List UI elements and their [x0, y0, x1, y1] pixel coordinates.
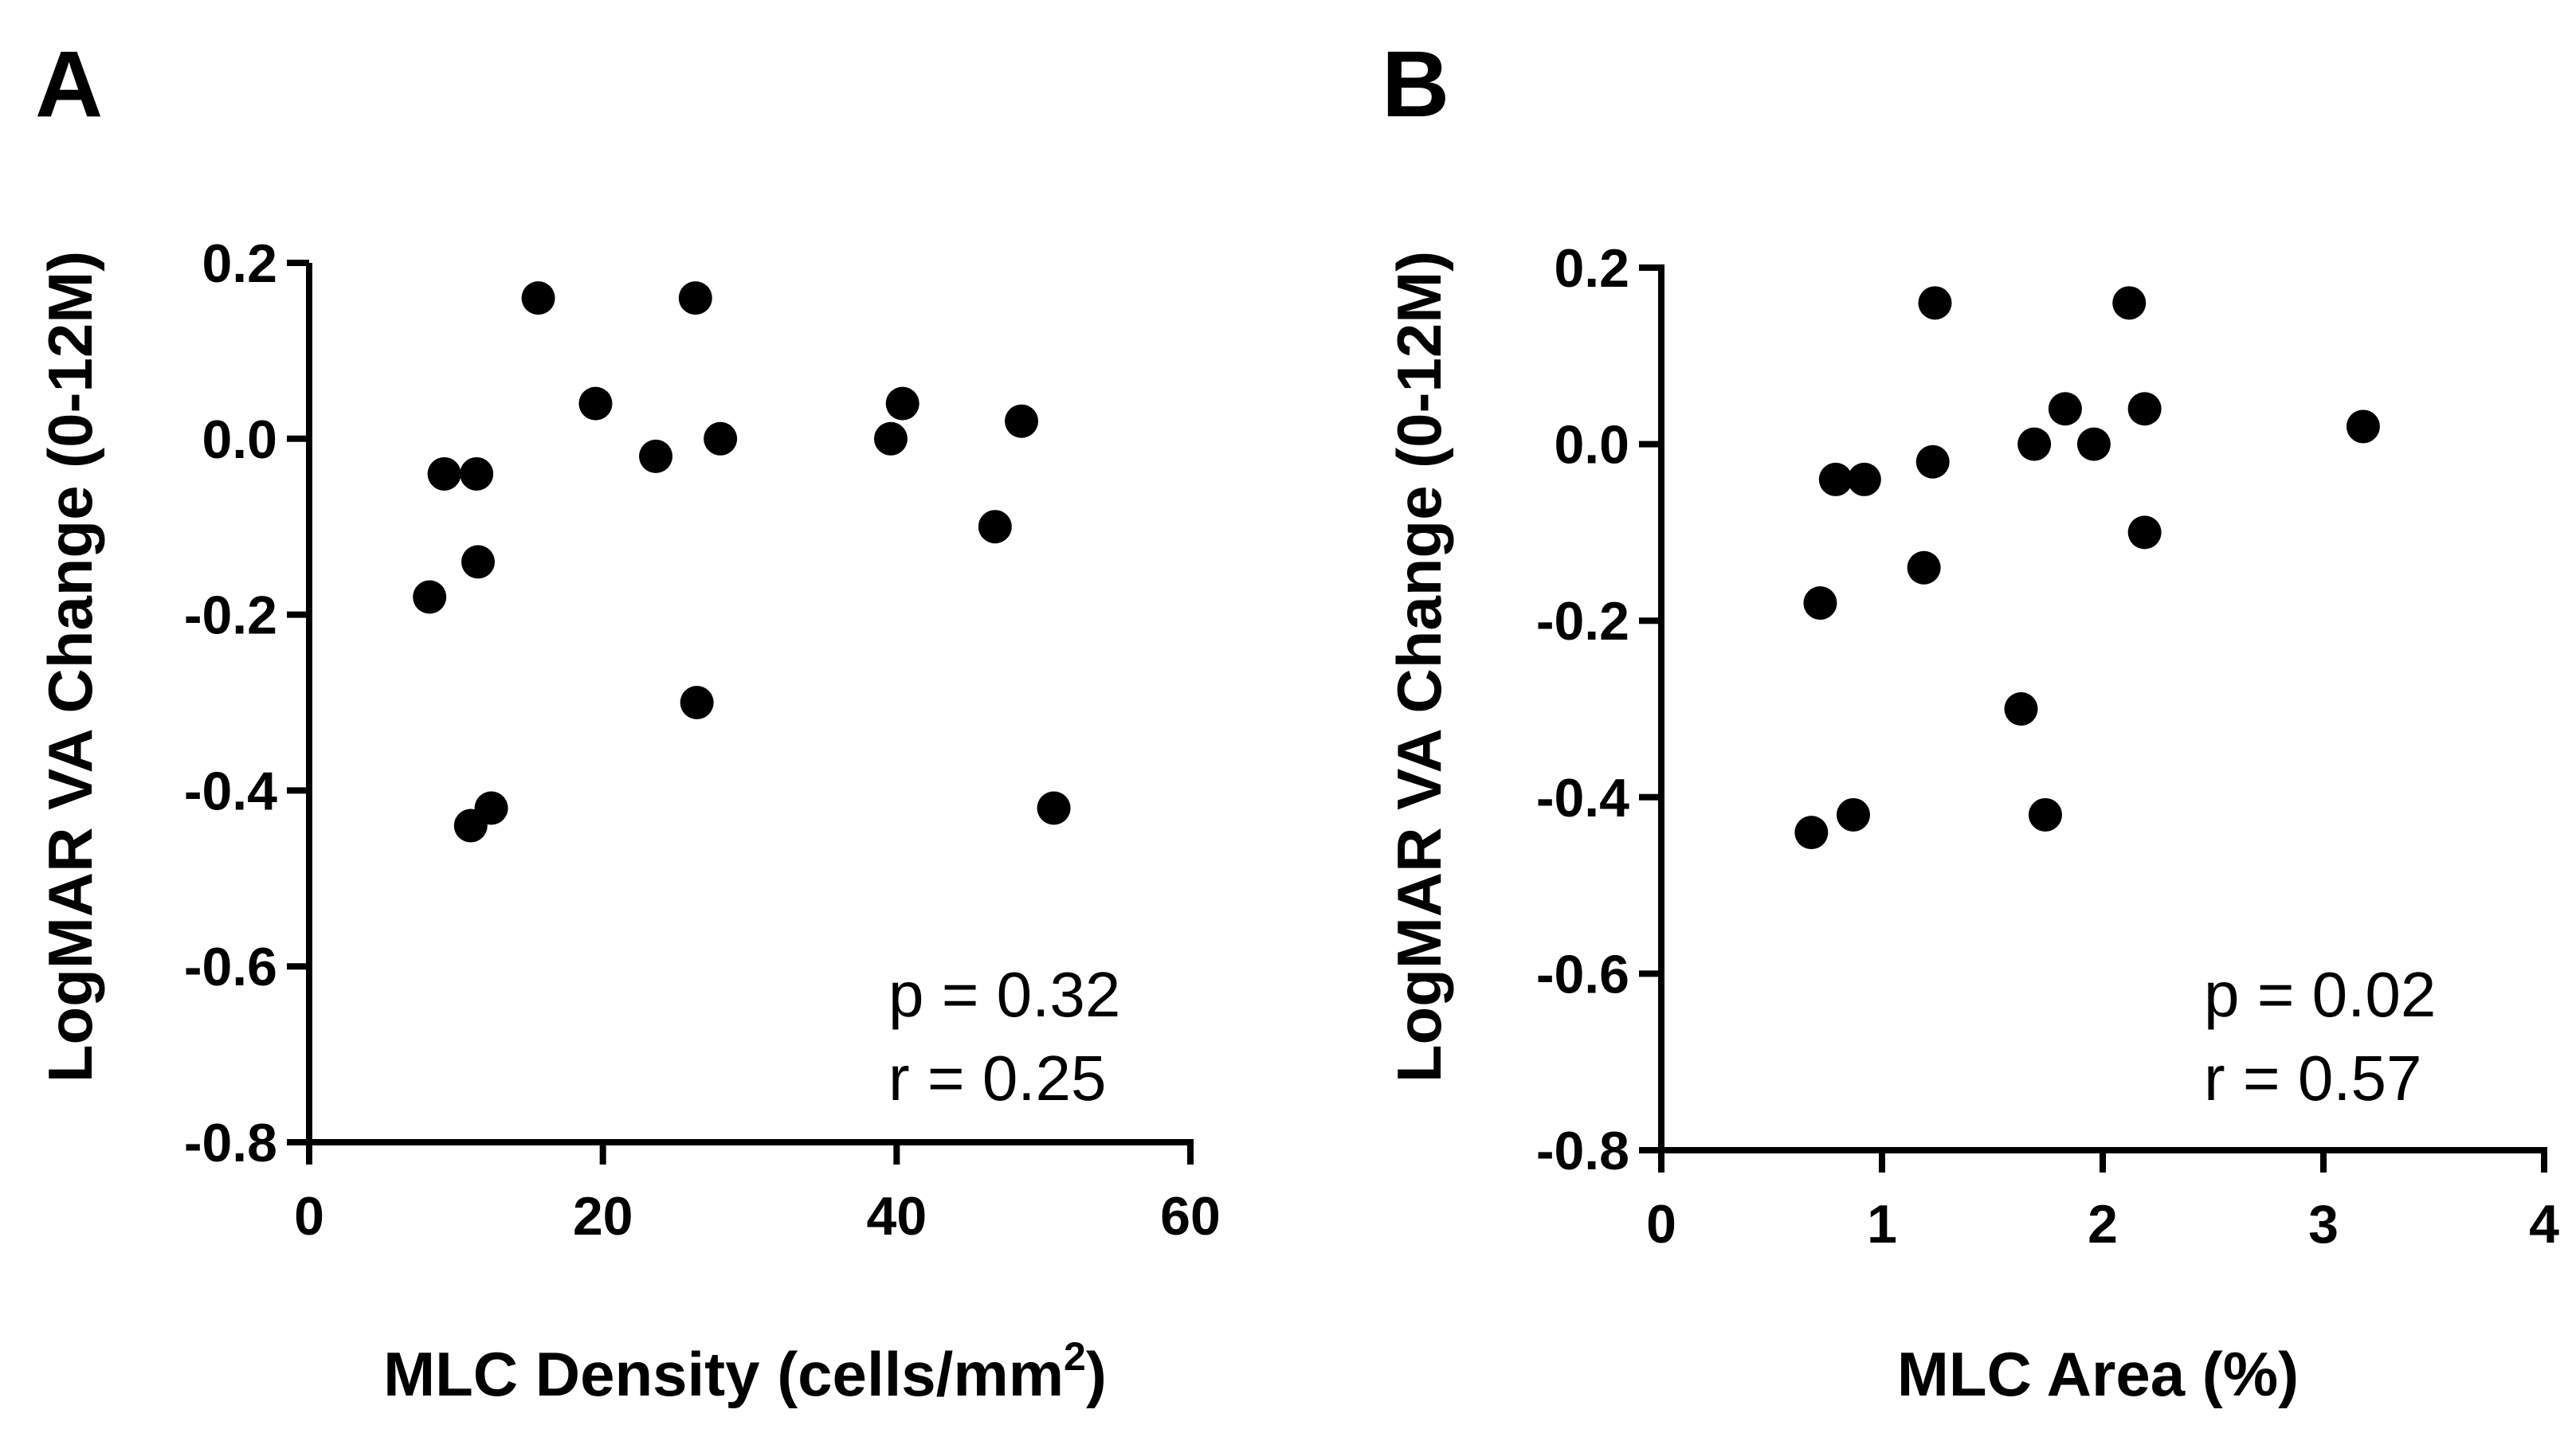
panel-a-data-point	[885, 386, 919, 421]
panel-a-data-point	[1037, 791, 1071, 825]
panel-b-data-point	[1907, 550, 1941, 585]
panel-a-data-point	[639, 439, 673, 473]
panel-a-data-point	[680, 686, 714, 719]
panel-b-x-axis-title: MLC Area (%)	[1897, 1339, 2299, 1409]
panel-b-data-point	[1918, 286, 1952, 320]
panel-a-x-axis-title: MLC Density (cells/mm2)	[383, 1334, 1107, 1409]
panel-b-x-tick-label: 0	[1646, 1194, 1676, 1255]
panel-a-ticks: 0.2 0.0 -0.2 -0.4 -0.6 -0.8 0 20 40 60	[184, 233, 1221, 1247]
panel-b-data-point	[2346, 409, 2380, 444]
panel-b-p-value: p = 0.02	[2204, 959, 2436, 1030]
panel-a-x-axis-title-main: MLC Density (cells/mm	[383, 1339, 1064, 1409]
panel-b-data-point	[2127, 515, 2162, 550]
panel-a-y-tick-label: -0.4	[184, 761, 277, 821]
panel-a-y-tick-label: -0.8	[184, 1113, 277, 1173]
panel-b-data-point	[1836, 797, 1870, 832]
panel-b-y-tick-label: -0.4	[1536, 768, 1629, 828]
panel-a-y-tick-label: -0.6	[184, 937, 277, 997]
panel-a-data-point	[704, 421, 738, 456]
panel-a-p-value: p = 0.32	[888, 959, 1120, 1030]
panel-a-data-point	[521, 281, 555, 315]
panel-b-x-tick-label: 3	[2308, 1194, 2339, 1255]
panel-a-data-point	[978, 510, 1012, 544]
panel-a-data-point	[578, 386, 613, 421]
panel-b-points	[1794, 286, 2380, 850]
panel-a-y-axis-title: LogMAR VA Change (0-12M)	[35, 251, 105, 1083]
panel-b-data-point	[2076, 427, 2111, 461]
panel-a-data-point	[461, 545, 495, 579]
panel-a-data-point	[873, 421, 908, 456]
panel-b-letter: B	[1382, 32, 1449, 137]
panel-b-data-point	[1794, 816, 1829, 850]
panel-a-points	[413, 281, 1071, 843]
panel-a-y-tick-label: -0.2	[184, 585, 277, 646]
panel-a: A 0.2 0.0 -0.2 -0.4 -0.6 -0.8 0 20 40 60 LogMAR V…	[35, 32, 1221, 1409]
panel-b-x-tick-label: 2	[2088, 1194, 2118, 1255]
panel-b-data-point	[2112, 286, 2147, 320]
panel-a-data-point	[460, 456, 494, 491]
panel-a-y-tick-label: 0.2	[202, 233, 277, 294]
panel-a-x-tick-label: 0	[294, 1186, 324, 1247]
panel-a-x-axis-title-suffix: )	[1086, 1339, 1107, 1409]
panel-b-x-tick-label: 4	[2529, 1194, 2559, 1255]
panel-b-data-point	[2017, 427, 2052, 461]
panel-a-x-axis-title-superscript: 2	[1064, 1334, 1086, 1379]
panel-b-x-tick-label: 1	[1867, 1194, 1897, 1255]
panel-a-data-point	[678, 281, 712, 315]
panel-b-r-value: r = 0.57	[2204, 1043, 2422, 1114]
panel-a-data-point	[413, 580, 447, 614]
panel-a-letter: A	[35, 32, 103, 137]
panel-b-data-point	[2127, 392, 2162, 426]
panel-b-ticks: 0.2 0.0 -0.2 -0.4 -0.6 -0.8 0 1 2 3 4	[1536, 238, 2559, 1255]
panel-b-y-tick-label: -0.6	[1536, 944, 1629, 1004]
panel-b-data-point	[1847, 462, 1881, 496]
panel-a-data-point	[474, 791, 508, 825]
panel-b-data-point	[2048, 392, 2082, 426]
panel-b-data-point	[1818, 462, 1853, 496]
panel-b-y-tick-label: 0.0	[1554, 415, 1629, 476]
panel-b-y-tick-label: -0.2	[1536, 591, 1629, 652]
panel-b-y-tick-label: 0.2	[1554, 238, 1629, 299]
panel-a-x-tick-label: 20	[573, 1186, 633, 1247]
panel-b-data-point	[2004, 692, 2038, 726]
panel-a-r-value: r = 0.25	[888, 1043, 1107, 1114]
panel-a-data-point	[427, 456, 461, 491]
panel-b: B 0.2 0.0 -0.2 -0.4 -0.6 -0.8 0 1 2 3 4 LogMAR VA …	[1382, 32, 2559, 1409]
panel-b-data-point	[2028, 797, 2062, 832]
panel-b-data-point	[1803, 586, 1837, 621]
panel-a-y-tick-label: 0.0	[202, 409, 277, 470]
panel-a-x-tick-label: 60	[1160, 1186, 1221, 1247]
panel-b-y-tick-label: -0.8	[1536, 1121, 1629, 1181]
panel-a-x-tick-label: 40	[867, 1186, 927, 1247]
panel-a-data-point	[1005, 404, 1039, 438]
panel-b-y-axis-title: LogMAR VA Change (0-12M)	[1384, 251, 1454, 1083]
panel-b-data-point	[1915, 444, 1950, 479]
